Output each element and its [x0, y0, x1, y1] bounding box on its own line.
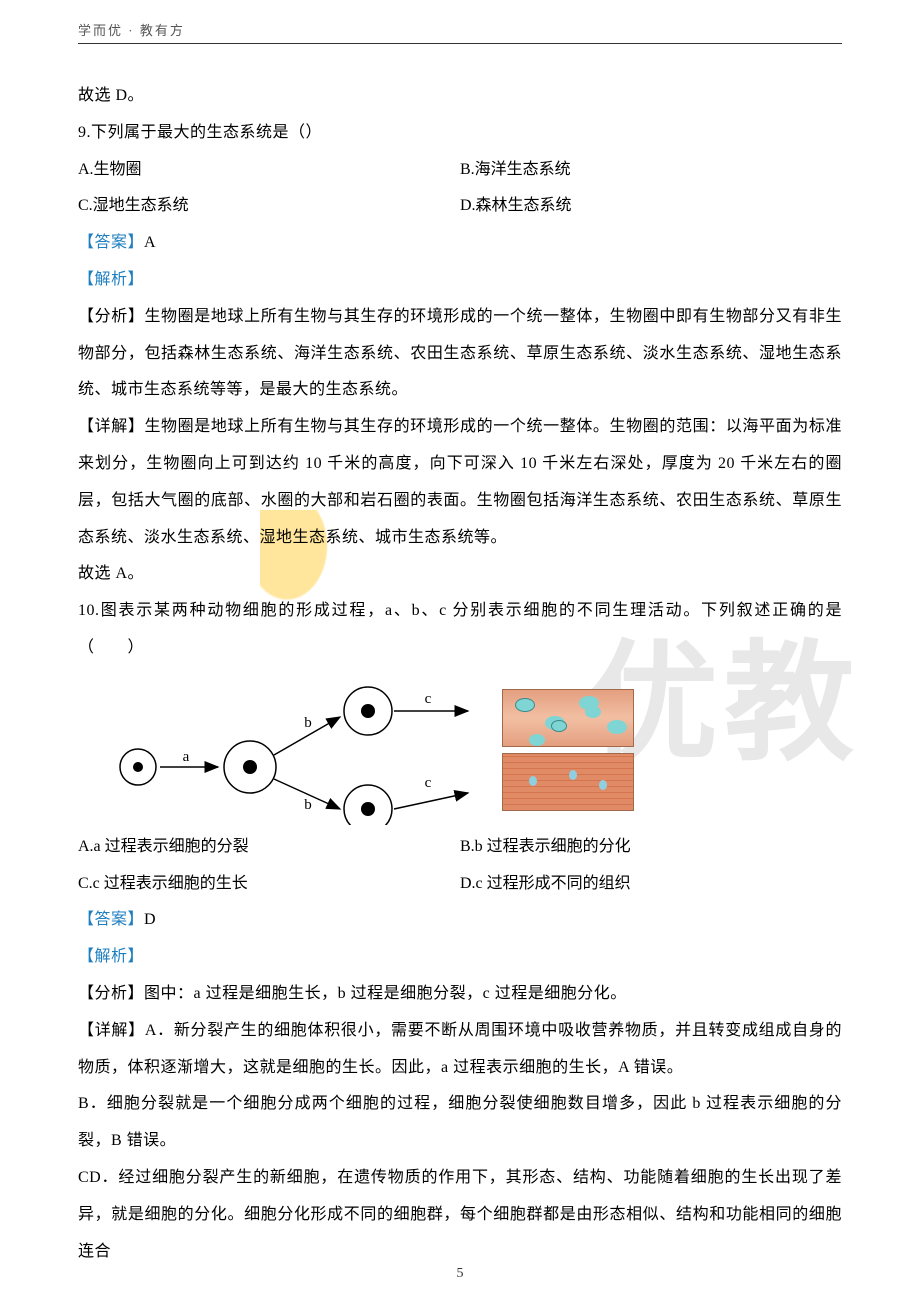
answer-label: 【答案】 — [78, 234, 144, 251]
q10-answer-value: D — [144, 911, 156, 928]
q9-xiangjie: 【详解】生物圈是地球上所有生物与其生存的环境形成的一个统一整体。生物圈的范围：以… — [78, 409, 842, 556]
q10-diagram: a b b c c — [108, 675, 842, 825]
q9-analysis-label: 【解析】 — [78, 262, 842, 299]
q9-option-d: D.森林生态系统 — [460, 188, 842, 225]
tissue-image-2 — [502, 753, 634, 811]
q10-xiangjie-b: B．细胞分裂就是一个细胞分成两个细胞的过程，细胞分裂使细胞数目增多，因此 b 过… — [78, 1086, 842, 1160]
q10-option-d: D.c 过程形成不同的组织 — [460, 866, 842, 903]
page-header: 学而优 · 教有方 — [78, 20, 842, 44]
diagram-label-a: a — [183, 749, 190, 765]
q9-option-b: B.海洋生态系统 — [460, 152, 842, 189]
q9-answer: 【答案】A — [78, 225, 842, 262]
cell-flow-svg: a b b c c — [108, 675, 488, 825]
q9-options: A.生物圈 B.海洋生态系统 C.湿地生态系统 D.森林生态系统 — [78, 152, 842, 226]
tissue-image-1 — [502, 689, 634, 747]
q9-option-a: A.生物圈 — [78, 152, 460, 189]
q9-option-c: C.湿地生态系统 — [78, 188, 460, 225]
q10-option-a: A.a 过程表示细胞的分裂 — [78, 829, 460, 866]
q9-fenxi: 【分析】生物圈是地球上所有生物与其生存的环境形成的一个统一整体，生物圈中即有生物… — [78, 299, 842, 409]
answer-label-2: 【答案】 — [78, 911, 144, 928]
prev-answer-pick: 故选 D。 — [78, 78, 842, 115]
diagram-label-c2: c — [425, 775, 432, 791]
q9-answer-value: A — [144, 234, 156, 251]
q10-answer: 【答案】D — [78, 902, 842, 939]
q10-stem: 10.图表示某两种动物细胞的形成过程，a、b、c 分别表示细胞的不同生理活动。下… — [78, 593, 842, 667]
tissue-images — [502, 689, 634, 811]
q10-option-b: B.b 过程表示细胞的分化 — [460, 829, 842, 866]
q10-option-c: C.c 过程表示细胞的生长 — [78, 866, 460, 903]
diagram-label-c1: c — [425, 691, 432, 707]
q10-xiangjie-cd: CD．经过细胞分裂产生的新细胞，在遗传物质的作用下，其形态、结构、功能随着细胞的… — [78, 1160, 842, 1270]
q9-stem: 9.下列属于最大的生态系统是（） — [78, 115, 842, 152]
q10-options: A.a 过程表示细胞的分裂 B.b 过程表示细胞的分化 C.c 过程表示细胞的生… — [78, 829, 842, 903]
q10-xiangjie-a: 【详解】A．新分裂产生的细胞体积很小，需要不断从周围环境中吸收营养物质，并且转变… — [78, 1013, 842, 1087]
q9-pick: 故选 A。 — [78, 556, 842, 593]
diagram-label-b2: b — [304, 797, 312, 813]
q10-fenxi: 【分析】图中：a 过程是细胞生长，b 过程是细胞分裂，c 过程是细胞分化。 — [78, 976, 842, 1013]
q10-analysis-label: 【解析】 — [78, 939, 842, 976]
diagram-label-b1: b — [304, 715, 312, 731]
